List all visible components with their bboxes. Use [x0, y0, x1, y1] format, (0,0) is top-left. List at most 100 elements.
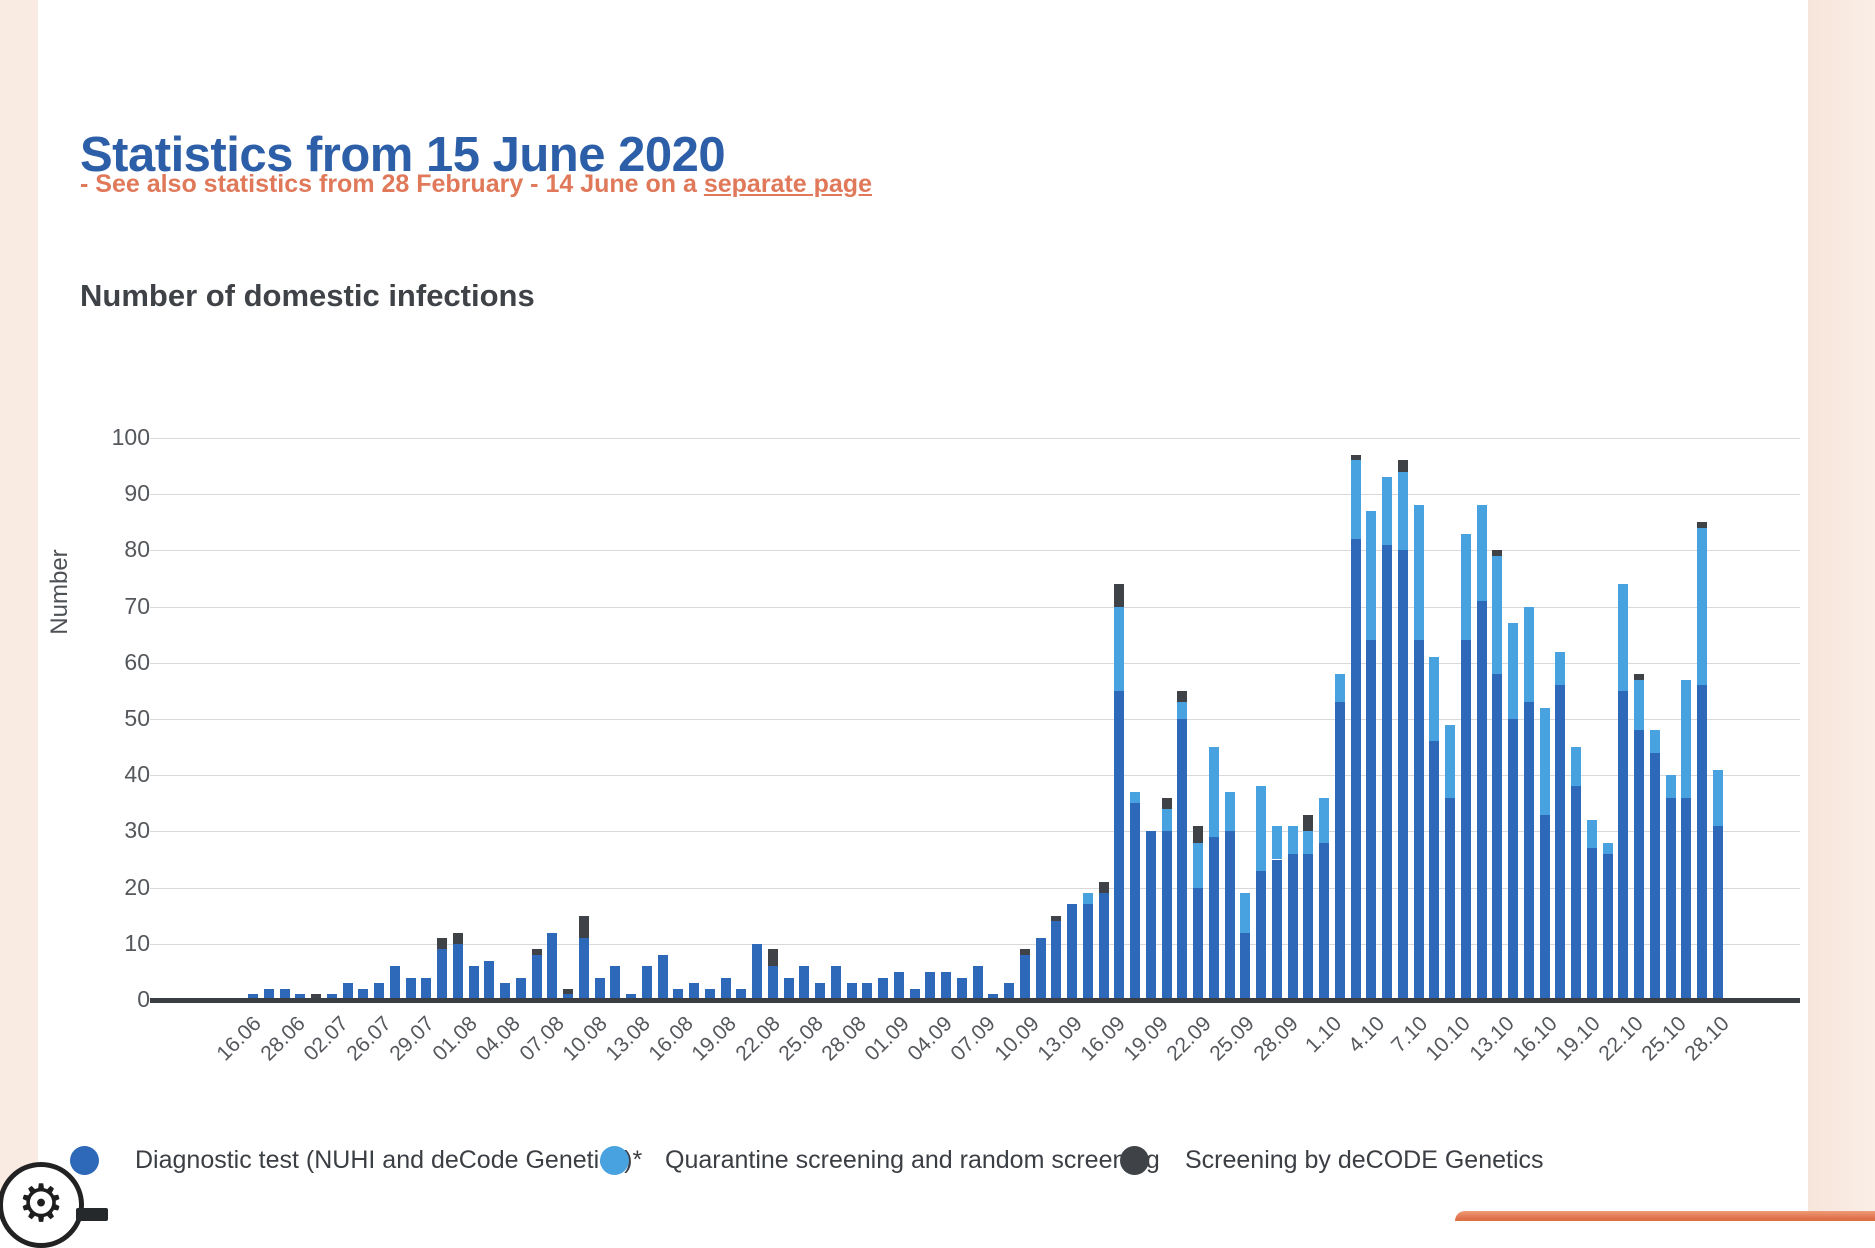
bar-segment[interactable] — [1445, 724, 1455, 798]
bar-segment[interactable] — [374, 983, 384, 1000]
bar-segment[interactable] — [248, 994, 258, 1000]
bar-segment[interactable] — [547, 932, 558, 1000]
bar-segment[interactable] — [1098, 881, 1109, 894]
bar-segment[interactable] — [720, 977, 731, 1000]
bar-segment[interactable] — [1571, 747, 1581, 787]
bar-segment[interactable] — [1586, 820, 1597, 849]
bar-segment[interactable] — [1350, 460, 1361, 540]
bar-segment[interactable] — [342, 983, 353, 1000]
bar-segment[interactable] — [295, 994, 306, 1000]
bar-segment[interactable] — [767, 949, 778, 967]
bar-segment[interactable] — [1130, 803, 1140, 1000]
bar-segment[interactable] — [437, 949, 447, 1000]
bar-segment[interactable] — [657, 955, 668, 1000]
bar-segment[interactable] — [358, 988, 369, 1000]
bar-segment[interactable] — [862, 983, 873, 1000]
legend-item[interactable]: Quarantine screening and random screenin… — [600, 1146, 1160, 1175]
bar-segment[interactable] — [1602, 853, 1613, 1000]
bar-segment[interactable] — [1586, 848, 1597, 1000]
bar-segment[interactable] — [1161, 831, 1172, 1000]
bar-segment[interactable] — [1429, 657, 1440, 742]
bar-segment[interactable] — [925, 971, 936, 1000]
bar-segment[interactable] — [1523, 702, 1534, 1000]
bar-segment[interactable] — [1271, 825, 1282, 860]
bar-segment[interactable] — [1712, 769, 1723, 826]
bar-segment[interactable] — [1476, 505, 1487, 601]
bar-segment[interactable] — [1476, 600, 1487, 1000]
bar-segment[interactable] — [941, 971, 951, 1000]
bar-segment[interactable] — [1555, 685, 1566, 1000]
bar-segment[interactable] — [767, 966, 778, 1000]
bar-segment[interactable] — [1193, 842, 1203, 888]
bar-segment[interactable] — [437, 938, 447, 950]
bar-segment[interactable] — [1539, 814, 1550, 1000]
bar-segment[interactable] — [563, 994, 573, 1000]
bar-segment[interactable] — [452, 943, 463, 1000]
bar-segment[interactable] — [1193, 887, 1203, 1000]
bar-segment[interactable] — [500, 983, 510, 1000]
legend-item[interactable]: Screening by deCODE Genetics — [1120, 1146, 1544, 1175]
legend-item[interactable]: Diagnostic test (NUHI and deCode Genetic… — [70, 1146, 642, 1175]
bar-segment[interactable] — [531, 955, 542, 1000]
bar-segment[interactable] — [1492, 556, 1503, 675]
bar-segment[interactable] — [1224, 792, 1235, 832]
bar-segment[interactable] — [815, 983, 825, 1000]
bar-segment[interactable] — [1177, 702, 1188, 719]
bar-segment[interactable] — [1681, 797, 1692, 1000]
bar-segment[interactable] — [405, 977, 416, 1000]
bar-segment[interactable] — [1681, 679, 1692, 798]
bar-segment[interactable] — [1098, 893, 1109, 1000]
bar-segment[interactable] — [484, 960, 495, 1000]
bar-segment[interactable] — [909, 988, 920, 1000]
bar-segment[interactable] — [1397, 471, 1408, 551]
bar-segment[interactable] — [1004, 983, 1014, 1000]
bar-segment[interactable] — [578, 915, 589, 939]
bar-segment[interactable] — [515, 977, 526, 1000]
bar-segment[interactable] — [1665, 797, 1676, 1000]
bar-segment[interactable] — [1019, 955, 1030, 1000]
bar-segment[interactable] — [1445, 797, 1455, 1000]
bar-segment[interactable] — [1397, 550, 1408, 1000]
bar-segment[interactable] — [1366, 511, 1377, 641]
bar-segment[interactable] — [279, 988, 290, 1000]
bar-segment[interactable] — [452, 932, 463, 944]
bar-segment[interactable] — [1429, 741, 1440, 1000]
bar-segment[interactable] — [1130, 792, 1140, 804]
bar-segment[interactable] — [1492, 674, 1503, 1000]
bar-segment[interactable] — [846, 983, 857, 1000]
bar-segment[interactable] — [1460, 640, 1471, 1000]
bar-segment[interactable] — [1256, 786, 1266, 871]
bar-segment[interactable] — [1618, 584, 1629, 691]
bar-segment[interactable] — [704, 988, 715, 1000]
bar-segment[interactable] — [1697, 685, 1707, 1000]
bar-segment[interactable] — [1019, 949, 1030, 956]
bar-segment[interactable] — [421, 977, 432, 1000]
bar-segment[interactable] — [1460, 533, 1471, 641]
bar-segment[interactable] — [1555, 651, 1566, 686]
bar-segment[interactable] — [893, 971, 904, 1000]
bar-segment[interactable] — [1649, 752, 1660, 1000]
bar-segment[interactable] — [263, 988, 274, 1000]
bar-segment[interactable] — [1303, 814, 1314, 832]
bar-segment[interactable] — [1697, 527, 1707, 686]
bar-segment[interactable] — [1114, 606, 1125, 691]
separate-page-link[interactable]: separate page — [703, 170, 872, 198]
bar-segment[interactable] — [1161, 808, 1172, 832]
bar-segment[interactable] — [1082, 904, 1093, 1000]
bar-segment[interactable] — [956, 977, 967, 1000]
bar-segment[interactable] — [1492, 550, 1503, 556]
bar-segment[interactable] — [1649, 730, 1660, 753]
bar-segment[interactable] — [988, 994, 999, 1000]
bar-segment[interactable] — [1413, 640, 1424, 1000]
bar-segment[interactable] — [1177, 719, 1188, 1000]
bar-segment[interactable] — [1082, 893, 1093, 905]
bar-segment[interactable] — [1193, 825, 1203, 843]
bar-segment[interactable] — [1350, 454, 1361, 461]
bar-segment[interactable] — [799, 966, 810, 1000]
bar-segment[interactable] — [1287, 853, 1298, 1000]
bar-segment[interactable] — [1571, 786, 1581, 1000]
bar-segment[interactable] — [1634, 674, 1644, 680]
bar-segment[interactable] — [311, 994, 321, 1000]
bar-segment[interactable] — [752, 943, 762, 1000]
bar-segment[interactable] — [626, 994, 636, 1000]
